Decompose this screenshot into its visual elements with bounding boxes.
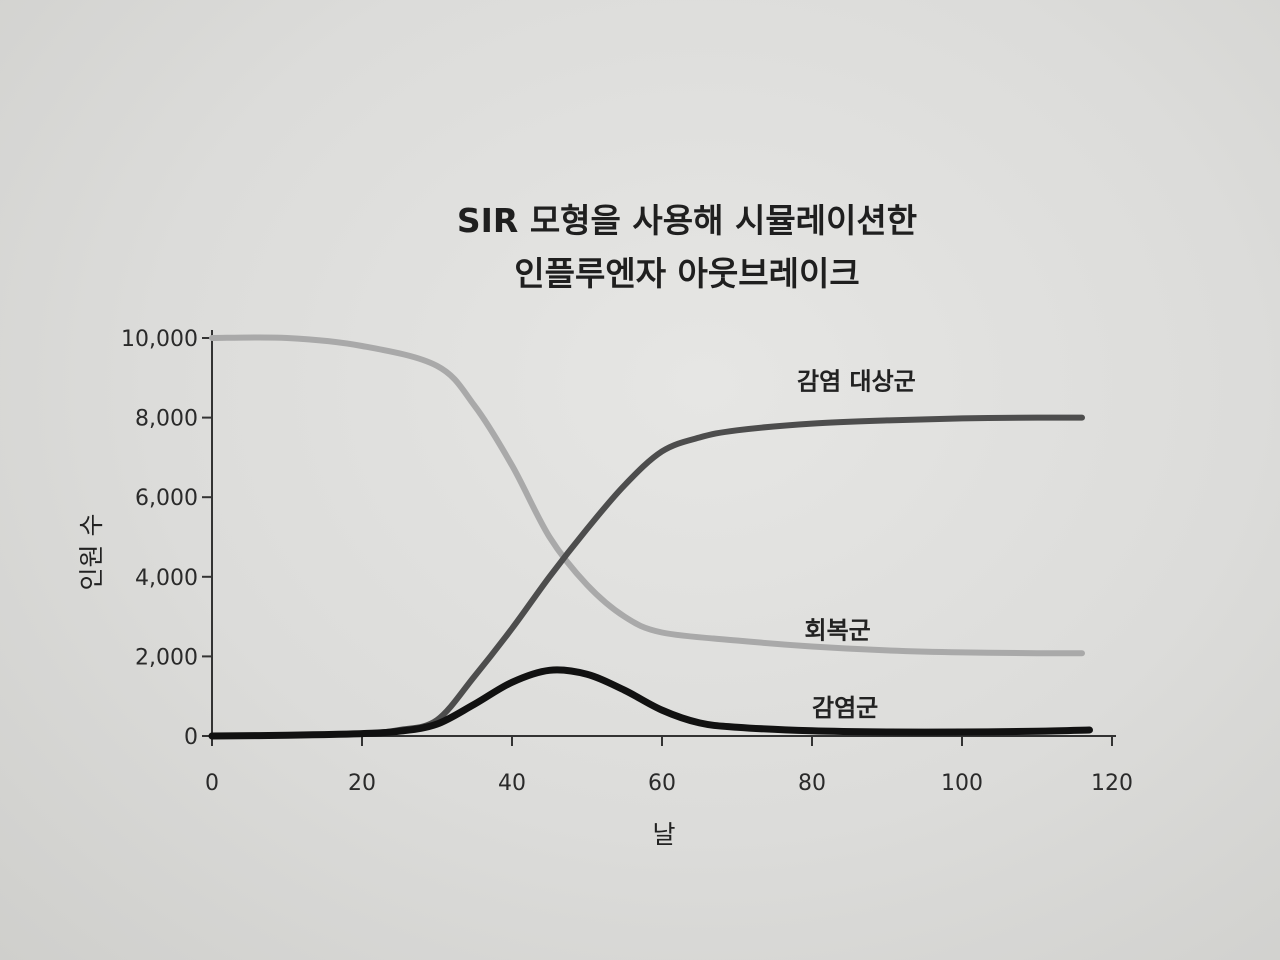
y-axis-title: 인원 수 xyxy=(77,514,106,591)
x-tick-label: 100 xyxy=(941,771,983,796)
y-tick-label: 6,000 xyxy=(135,486,198,511)
x-axis-title: 날 xyxy=(652,820,675,849)
y-tick-label: 4,000 xyxy=(135,566,198,591)
recovered-series-line xyxy=(209,414,1085,739)
x-tick-label: 80 xyxy=(798,771,826,796)
chart-title-line-1: SIR 모형을 사용해 시뮬레이션한 xyxy=(457,201,917,240)
series-group xyxy=(208,334,1093,740)
x-tick-label: 120 xyxy=(1091,771,1133,796)
y-tick-label: 2,000 xyxy=(135,645,198,670)
susceptible-series-label: 감염 대상군 xyxy=(797,368,916,396)
y-tick-label: 0 xyxy=(184,725,198,750)
y-tick-label: 8,000 xyxy=(135,407,198,432)
ticks-group: 0 20 40 60 80 100 120 0 2,000 4,000 6,000 8,000 10,0… xyxy=(121,327,1133,796)
y-tick-label: 10,000 xyxy=(121,327,198,352)
susceptible-series-line xyxy=(209,334,1085,657)
recovered-series-label: 회복군 xyxy=(805,616,871,644)
chart-title-line-2: 인플루엔자 아웃브레이크 xyxy=(514,254,859,293)
infected-series-line xyxy=(208,666,1093,740)
axes-group xyxy=(211,330,1116,737)
x-tick-label: 40 xyxy=(498,771,526,796)
x-tick-label: 20 xyxy=(348,771,376,796)
x-tick-label: 60 xyxy=(648,771,676,796)
x-tick-label: 0 xyxy=(205,771,219,796)
infected-series-label: 감염군 xyxy=(812,694,878,722)
